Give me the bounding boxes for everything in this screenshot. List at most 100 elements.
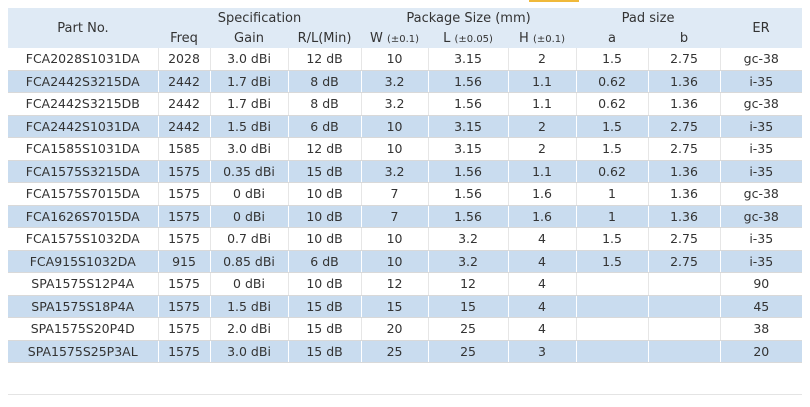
cell-pad-b: 2.75 [648, 137, 721, 161]
cell-er: gc-38 [720, 182, 803, 206]
table-row: FCA1575S7015DA 1575 0 dBi 10 dB 7 1.56 1.6 1 1.3… [8, 182, 803, 206]
cell-pad-a: 0.62 [576, 160, 649, 183]
cell-er: 45 [720, 295, 803, 318]
cell-rl: 10 dB [288, 182, 362, 206]
header-er: ER [720, 8, 803, 48]
table-row: FCA2442S3215DB 2442 1.7 dBi 8 dB 3.2 1.56 1.1 0… [8, 92, 803, 116]
cell-pad-a: 1 [576, 182, 649, 206]
cell-width: 7 [361, 205, 429, 228]
cell-height: 1.6 [508, 182, 577, 206]
cell-pad-a: 1.5 [576, 250, 649, 273]
header-w-label: W [369, 30, 383, 46]
cell-pad-a [576, 295, 649, 318]
header-l: L (±0.05) [428, 28, 509, 48]
cell-gain: 0 dBi [210, 182, 289, 206]
cell-length: 25 [428, 317, 509, 341]
cell-gain: 2.0 dBi [210, 317, 289, 341]
cell-er: gc-38 [720, 48, 803, 71]
cell-gain: 0 dBi [210, 205, 289, 228]
cell-freq: 2442 [158, 115, 211, 138]
cell-length: 3.2 [428, 250, 509, 273]
table-row: FCA2028S1031DA 2028 3.0 dBi 12 dB 10 3.15 2 1.5… [8, 48, 803, 71]
cell-er: i-35 [720, 115, 803, 138]
cell-rl: 15 dB [288, 317, 362, 341]
cell-length: 12 [428, 272, 509, 296]
header-h: H (±0.1) [508, 28, 577, 48]
cell-freq: 1575 [158, 340, 211, 363]
header-gain: Gain [210, 28, 288, 48]
cell-part-no: FCA2442S1031DA [8, 115, 159, 138]
cell-gain: 3.0 dBi [210, 340, 289, 363]
cell-freq: 1575 [158, 160, 211, 183]
cell-width: 15 [361, 295, 429, 318]
cell-length: 15 [428, 295, 509, 318]
cell-er: 38 [720, 317, 803, 341]
cell-height: 3 [508, 340, 577, 363]
cell-freq: 2442 [158, 92, 211, 116]
table-row: FCA1575S3215DA 1575 0.35 dBi 15 dB 3.2 1.56 1.… [8, 160, 803, 183]
table-row: SPA1575S12P4A 1575 0 dBi 10 dB 12 12 4 90 [8, 272, 803, 296]
cell-rl: 15 dB [288, 160, 362, 183]
cell-pad-a: 0.62 [576, 92, 649, 116]
cell-width: 10 [361, 137, 429, 161]
cell-height: 1.6 [508, 205, 577, 228]
cell-pad-b: 2.75 [648, 227, 721, 251]
cell-gain: 0.35 dBi [210, 160, 289, 183]
cell-width: 20 [361, 317, 429, 341]
antenna-spec-table: Part No. Specification Package Size (mm)… [8, 8, 803, 363]
header-accent-line [529, 0, 579, 2]
table-row: FCA1575S1032DA 1575 0.7 dBi 10 dB 10 3.2 4 1.5 2… [8, 227, 803, 251]
table-row: FCA2442S3215DA 2442 1.7 dBi 8 dB 3.2 1.56 1.1 0… [8, 70, 803, 93]
spec-table-container: Part No. Specification Package Size (mm)… [8, 8, 803, 363]
cell-pad-a: 1.5 [576, 115, 649, 138]
cell-height: 1.1 [508, 160, 577, 183]
cell-part-no: FCA915S1032DA [8, 250, 159, 273]
cell-length: 3.15 [428, 115, 509, 138]
cell-pad-a: 1.5 [576, 48, 649, 71]
header-part-no: Part No. [8, 8, 158, 48]
header-pad-size: Pad size [576, 8, 721, 28]
header-pad-b: b [648, 28, 721, 48]
cell-width: 10 [361, 115, 429, 138]
cell-length: 1.56 [428, 70, 509, 93]
cell-length: 3.15 [428, 48, 509, 71]
cell-part-no: FCA2028S1031DA [8, 48, 159, 71]
cell-freq: 2442 [158, 70, 211, 93]
cell-gain: 0 dBi [210, 272, 289, 296]
cell-pad-a: 0.62 [576, 70, 649, 93]
cell-gain: 0.7 dBi [210, 227, 289, 251]
cell-part-no: SPA1575S20P4D [8, 317, 159, 341]
cell-length: 1.56 [428, 160, 509, 183]
cell-pad-b [648, 317, 721, 341]
cell-width: 3.2 [361, 160, 429, 183]
cell-width: 25 [361, 340, 429, 363]
cell-gain: 1.5 dBi [210, 115, 289, 138]
cell-er: gc-38 [720, 92, 803, 116]
table-row: SPA1575S18P4A 1575 1.5 dBi 15 dB 15 15 4 45 [8, 295, 803, 318]
cell-pad-a [576, 272, 649, 296]
table-row: FCA1585S1031DA 1585 3.0 dBi 12 dB 10 3.15 2 1.5… [8, 137, 803, 161]
cell-rl: 10 dB [288, 227, 362, 251]
cell-part-no: SPA1575S12P4A [8, 272, 159, 296]
cell-rl: 10 dB [288, 272, 362, 296]
cell-width: 3.2 [361, 92, 429, 116]
cell-er: 90 [720, 272, 803, 296]
header-l-label: L [443, 30, 451, 46]
cell-pad-b [648, 295, 721, 318]
cell-freq: 915 [158, 250, 211, 273]
cell-rl: 15 dB [288, 340, 362, 363]
cell-height: 2 [508, 137, 577, 161]
cell-width: 10 [361, 48, 429, 71]
cell-pad-b: 1.36 [648, 160, 721, 183]
header-h-tolerance: (±0.1) [532, 33, 566, 45]
header-freq: Freq [158, 28, 210, 48]
cell-gain: 3.0 dBi [210, 48, 289, 71]
cell-height: 2 [508, 48, 577, 71]
cell-pad-a [576, 340, 649, 363]
cell-gain: 1.5 dBi [210, 295, 289, 318]
cell-part-no: FCA1575S7015DA [8, 182, 159, 206]
cell-rl: 12 dB [288, 137, 362, 161]
header-w-tolerance: (±0.1) [386, 33, 420, 45]
footer-divider [8, 394, 802, 395]
cell-freq: 1575 [158, 182, 211, 206]
